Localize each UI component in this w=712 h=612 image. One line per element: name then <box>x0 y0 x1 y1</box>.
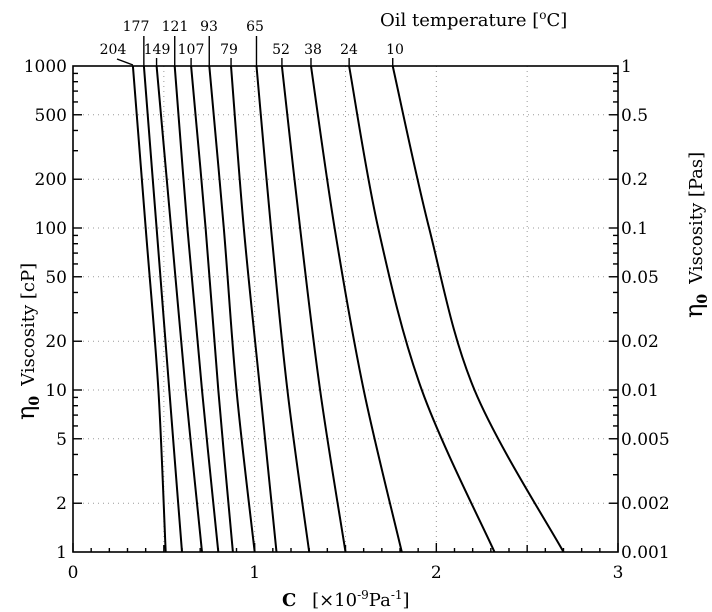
series-curve-149 <box>155 65 203 553</box>
series-curve-107 <box>190 65 234 553</box>
y-left-tick-label: 1 <box>56 543 67 563</box>
y-right-tick-label: 1 <box>621 57 632 77</box>
y-left-tick-label: 10 <box>45 381 67 401</box>
series-curve-204 <box>131 65 167 553</box>
axis-ticks <box>72 72 619 552</box>
y-right-tick-label: 0.5 <box>621 106 648 126</box>
temperature-label-10: 10 <box>386 42 404 58</box>
temperature-label-93: 93 <box>200 19 218 35</box>
tick-labels: 0 1 2 312510205010020050010000.0010.0020.00… <box>24 57 670 583</box>
temperature-label-121: 121 <box>162 19 189 35</box>
x-tick-label: 1 <box>249 563 260 583</box>
y-left-tick-label: 2 <box>56 494 67 514</box>
series-curve-177 <box>142 65 183 553</box>
y-left-tick-label: 50 <box>45 268 67 288</box>
top-axis-title: Oil temperature [oC] <box>380 8 567 31</box>
grid-lines <box>73 66 618 552</box>
temperature-leader-204 <box>116 58 134 66</box>
x-tick-label: 3 <box>613 563 624 583</box>
temperature-label-52: 52 <box>272 42 290 58</box>
plot-frame <box>72 65 619 553</box>
series-curve-65 <box>255 65 311 553</box>
series-curve-121 <box>173 65 220 553</box>
temperature-label-38: 38 <box>304 42 322 58</box>
series-curves <box>131 65 565 553</box>
temperature-label-149: 149 <box>144 42 171 58</box>
series-curve-10 <box>391 65 565 553</box>
y-right-tick-label: 0.05 <box>621 268 659 288</box>
series-curve-38 <box>310 65 403 553</box>
y-right-tick-label: 0.01 <box>621 381 659 401</box>
series-curve-52 <box>280 65 347 553</box>
series-curve-93 <box>208 65 256 553</box>
y-left-tick-label: 20 <box>45 332 67 352</box>
y-right-tick-label: 0.02 <box>621 332 659 352</box>
temperature-label-107: 107 <box>178 42 205 58</box>
right-axis-title: η0Viscosity [Pas] <box>680 152 711 318</box>
temperature-label-204: 204 <box>100 42 127 58</box>
y-left-tick-label: 1000 <box>24 57 67 77</box>
left-axis-title: η0Viscosity [cP] <box>12 263 43 420</box>
y-left-tick-label: 100 <box>35 219 67 239</box>
temperature-label-79: 79 <box>220 42 238 58</box>
temperature-label-177: 177 <box>123 19 150 35</box>
x-tick-label: 0 <box>68 563 79 583</box>
y-right-tick-label: 0.002 <box>621 494 670 514</box>
y-left-tick-label: 200 <box>35 170 67 190</box>
series-curve-79 <box>230 65 278 553</box>
y-right-tick-label: 0.1 <box>621 219 648 239</box>
y-left-tick-label: 500 <box>35 106 67 126</box>
x-axis-title: C [×10-9Pa-1] <box>282 588 410 611</box>
temperature-label-65: 65 <box>246 19 264 35</box>
y-left-tick-label: 5 <box>56 430 67 450</box>
y-right-tick-label: 0.005 <box>621 430 670 450</box>
y-right-tick-label: 0.001 <box>621 543 670 563</box>
y-right-tick-label: 0.2 <box>621 170 648 190</box>
temperature-label-24: 24 <box>340 42 358 58</box>
x-tick-label: 2 <box>431 563 442 583</box>
series-curve-24 <box>348 65 496 553</box>
